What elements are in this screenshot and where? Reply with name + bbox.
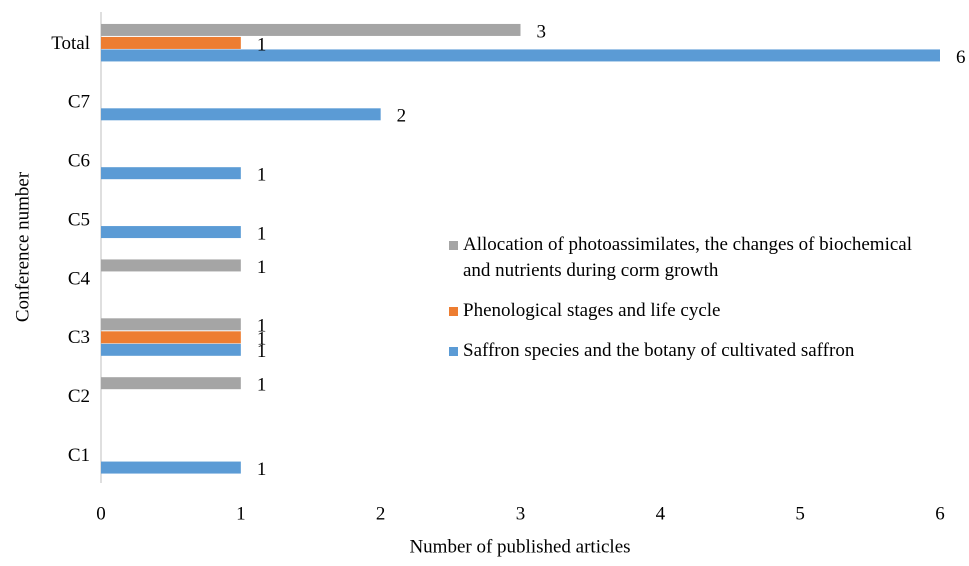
legend: Allocation of photoassimilates, the chan… [449,232,929,378]
data-label: 1 [257,341,267,362]
bar [101,461,241,474]
bar [101,259,241,272]
y-tick-label: C7 [68,92,90,113]
data-label: 1 [257,459,267,480]
bar [101,331,241,344]
x-tick-label: 1 [236,503,246,524]
x-tick-label: 6 [935,503,945,524]
y-tick-label: C4 [68,268,91,289]
data-label: 6 [956,47,966,68]
y-tick-label: C1 [68,445,90,466]
x-tick-label: 0 [96,503,106,524]
data-label: 1 [257,375,267,396]
bar [101,318,241,331]
bar [101,167,241,180]
legend-item: Allocation of photoassimilates, the chan… [449,232,929,284]
legend-label: Saffron species and the botany of cultiv… [463,340,855,361]
bar [101,23,521,36]
x-tick-label: 4 [656,503,666,524]
x-tick-label: 2 [376,503,386,524]
y-tick-label: C6 [68,151,90,172]
legend-label: Allocation of photoassimilates, the chan… [463,234,913,281]
bar [101,226,241,239]
bar [101,343,241,356]
data-label: 3 [537,21,547,42]
y-tick-label: C2 [68,386,90,407]
y-tick-label: C3 [68,327,90,348]
data-label: 1 [257,316,267,337]
x-tick-label: 5 [795,503,805,524]
data-label: 1 [257,223,267,244]
bar [101,49,940,62]
legend-label: Phenological stages and life cycle [463,300,721,321]
x-axis-label: Number of published articles [409,536,630,557]
legend-item: Saffron species and the botany of cultiv… [449,338,929,364]
legend-swatch [449,347,458,356]
y-axis-label: Conference number [12,171,33,322]
bar [101,377,241,390]
legend-item: Phenological stages and life cycle [449,298,929,324]
legend-swatch [449,307,458,316]
data-label: 2 [397,106,407,127]
data-label: 1 [257,165,267,186]
bar [101,108,381,121]
data-label: 1 [257,34,267,55]
bar [101,36,241,49]
x-tick-label: 3 [516,503,526,524]
data-label: 1 [257,329,267,350]
legend-swatch [449,241,458,250]
data-label: 1 [257,257,267,278]
y-tick-label: Total [51,33,90,54]
y-tick-label: C5 [68,209,90,230]
